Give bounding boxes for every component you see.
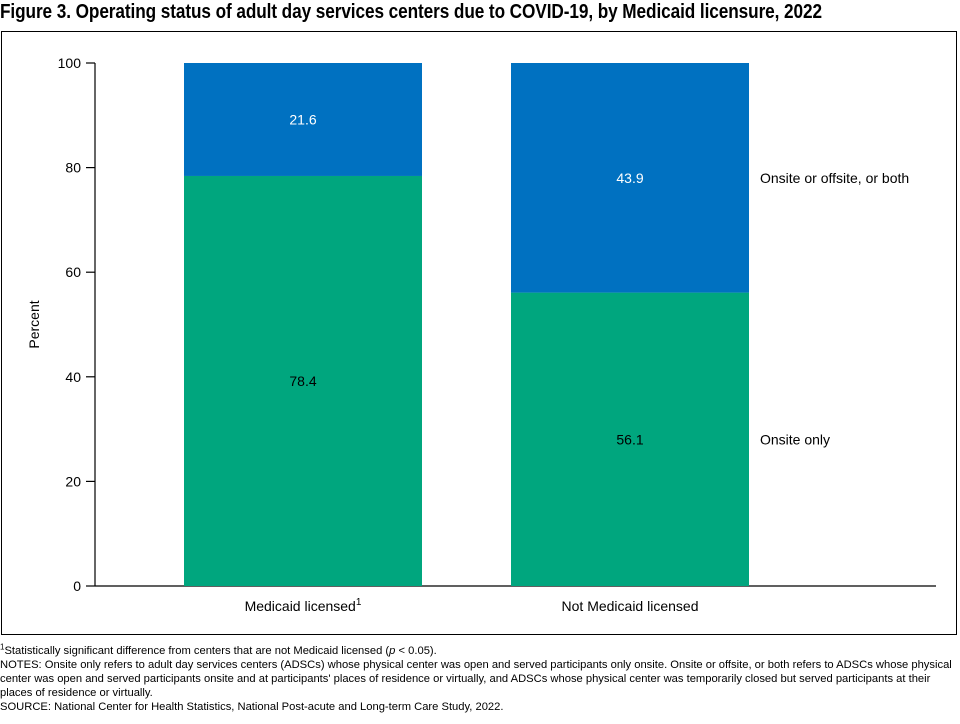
- bar-segment: [184, 175, 422, 586]
- x-tick-label: Not Medicaid licensed: [562, 598, 699, 614]
- bar-segment: [511, 63, 749, 293]
- footnote: 1Statistically significant difference fr…: [0, 642, 958, 658]
- data-label: 56.1: [616, 431, 643, 447]
- x-tick-superscript: 1: [356, 597, 362, 608]
- footnote-text: Statistically significant difference fro…: [4, 645, 390, 657]
- y-tick-label: 20: [65, 473, 81, 489]
- y-tick-label: 80: [65, 160, 81, 176]
- stacked-bar-chart: 0 20 40 60 80 100 Percent Medicaid licensed1 Not…: [26, 55, 936, 614]
- data-label: 43.9: [616, 170, 643, 186]
- axes: 0 20 40 60 80 100 Percent Medicaid licensed1 Not…: [26, 55, 936, 614]
- y-tick-label: 0: [73, 578, 81, 594]
- data-label: 78.4: [289, 373, 316, 389]
- x-tick-label: Medicaid licensed1: [245, 597, 362, 614]
- y-tick-label: 60: [65, 264, 81, 280]
- y-tick-label: 40: [65, 369, 81, 385]
- bar-segment: [184, 63, 422, 176]
- y-axis-label: Percent: [26, 300, 42, 348]
- legend: Onsite only Onsite or offsite, or both: [760, 170, 909, 448]
- bars: [184, 63, 749, 586]
- source-text: SOURCE: National Center for Health Stati…: [0, 701, 504, 713]
- data-label: 21.6: [289, 111, 316, 127]
- bar-segment: [511, 292, 749, 586]
- legend-entry: Onsite only: [760, 431, 830, 447]
- y-tick-label: 100: [58, 55, 82, 71]
- chart-frame: [1, 31, 957, 635]
- notes-block: 1Statistically significant difference fr…: [0, 642, 958, 714]
- footnote-p: p: [389, 645, 396, 657]
- figure-title: Figure 3. Operating status of adult day …: [0, 1, 822, 23]
- footnote-end: < 0.05).: [395, 645, 437, 657]
- data-labels: 78.4 21.6 56.1 43.9: [289, 111, 643, 447]
- legend-entry: Onsite or offsite, or both: [760, 170, 909, 186]
- footnote-marker: 1: [0, 642, 5, 652]
- notes-text: NOTES: Onsite only refers to adult day s…: [0, 659, 952, 699]
